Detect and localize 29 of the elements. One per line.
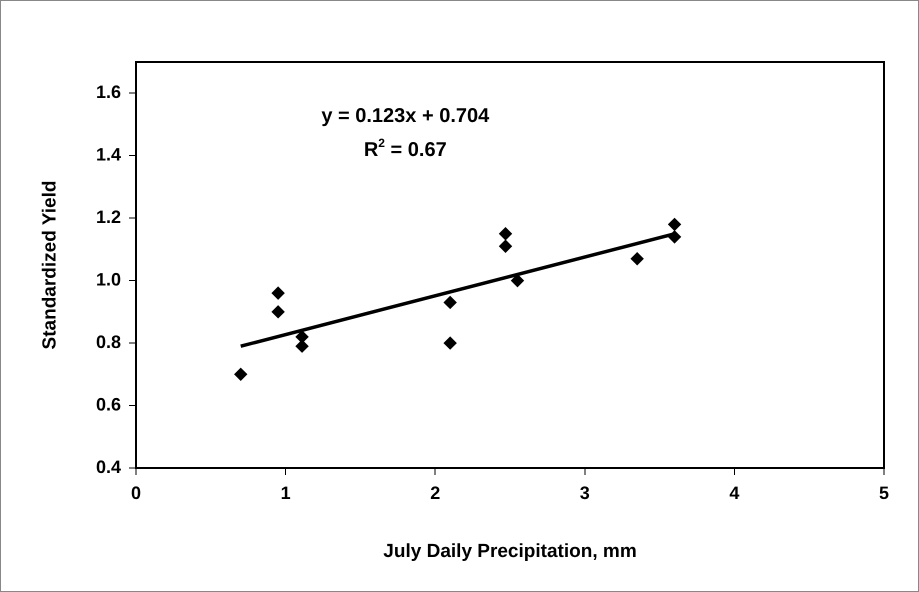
x-tick-label: 2 (430, 482, 440, 503)
point (499, 240, 512, 253)
point (668, 230, 682, 244)
y-tick-label: 1.2 (96, 207, 121, 228)
y-tick-label: 1.6 (96, 82, 121, 102)
point (234, 368, 248, 381)
y-tick-label: 1.4 (96, 144, 121, 165)
annotation: y = 0.123x + 0.704 (321, 105, 490, 127)
point (444, 296, 457, 309)
y-tick-label: 0.6 (96, 394, 121, 415)
y-tick-label: 1.0 (96, 270, 121, 290)
point (444, 336, 457, 350)
point (272, 286, 285, 300)
x-tick-label: 0 (130, 482, 142, 503)
x-axis-title: July Daily Precipitation, mm (383, 540, 637, 562)
y-tick-label: 0.8 (96, 332, 121, 352)
point (510, 274, 524, 288)
point (630, 252, 644, 266)
point (499, 227, 512, 240)
x-tick-label: 5 (878, 482, 890, 503)
point (296, 340, 309, 353)
x-tick-label: 3 (580, 482, 590, 503)
point (296, 330, 309, 344)
point (272, 305, 285, 318)
y-tick-label: 0.4 (96, 456, 121, 477)
x-tick-label: 1 (280, 482, 291, 503)
y-axis-title: Standardized Yield (40, 180, 61, 350)
point (668, 218, 682, 231)
x-tick-label: 4 (729, 482, 740, 503)
